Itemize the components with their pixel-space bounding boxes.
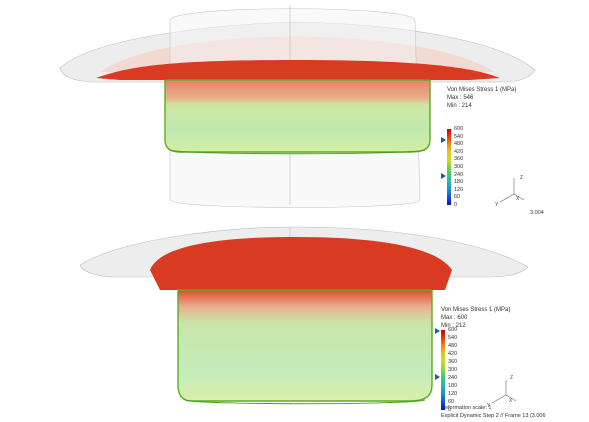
tick: 480 [448,343,458,349]
tick: 600 [454,126,464,132]
legend-min: Min : 214 [447,103,472,109]
tick: 240 [448,375,458,381]
legend-title: Von Mises Stress 1 (MPa) [441,307,511,313]
tick: 0 [454,202,458,208]
legend-max: Max : 546 [447,95,474,101]
top-view-panel: Von Mises Stress 1 (MPa) Max : 546 Min :… [0,0,589,216]
color-bar [441,330,445,410]
tick: 480 [454,141,464,148]
cup-body [177,289,433,402]
axis-x-label: X [509,398,513,404]
axis-x-label: X [516,196,520,202]
cup-body [164,79,431,153]
top-legend: Von Mises Stress 1 (MPa) Max : 546 Min :… [447,87,516,109]
axis-y-label: Y [495,202,499,208]
bottom-legend: Von Mises Stress 1 (MPa) Max : 600 Min :… [441,307,510,329]
tick: 120 [454,186,464,193]
deformation-scale-label: Deformation scale: 1 [441,405,492,411]
tick: 540 [454,133,464,140]
tick: 360 [454,156,464,163]
tick: 180 [454,179,464,186]
tick: 120 [448,391,458,397]
tick: 360 [448,359,458,365]
axis-z-label: Z [520,175,524,181]
tick: 300 [448,367,458,373]
tick: 600 [448,327,458,333]
bottom-axis-triad-icon[interactable] [486,375,526,411]
axis-z-label: Z [510,375,514,381]
tick: 60 [454,194,461,201]
top-frame-label: 3.004 [530,210,544,216]
top-part-render[interactable] [0,0,589,215]
min-marker-icon[interactable] [441,173,446,179]
tick: 540 [448,335,458,341]
tick: 60 [448,399,455,405]
axis-y-label: Y [487,403,491,409]
tick: 240 [454,171,464,178]
top-color-scale: 600 540 480 420 360 300 240 180 120 60 0 [441,126,507,208]
max-marker-icon[interactable] [441,137,446,143]
legend-max: Max : 600 [441,315,468,321]
tick: 420 [448,351,458,357]
max-marker-icon[interactable] [435,328,440,334]
tick: 0 [448,407,452,413]
tick: 420 [454,148,464,155]
tick: 180 [448,383,458,389]
bottom-part-render[interactable] [0,215,589,422]
bottom-view-panel: Von Mises Stress 1 (MPa) Max : 600 Min :… [0,215,589,422]
legend-title: Von Mises Stress 1 (MPa) [447,87,517,93]
legend-min: Min : 212 [441,323,466,329]
bottom-color-scale: 600 540 480 420 360 300 240 180 120 60 0 [435,327,501,413]
top-axis-triad-icon[interactable] [494,172,534,212]
color-bar [447,129,451,205]
min-marker-icon[interactable] [435,374,440,380]
tick: 300 [454,164,464,170]
bottom-frame-label: Explicit Dynamic Step 2 // Frame 13 (3.0… [441,413,546,419]
